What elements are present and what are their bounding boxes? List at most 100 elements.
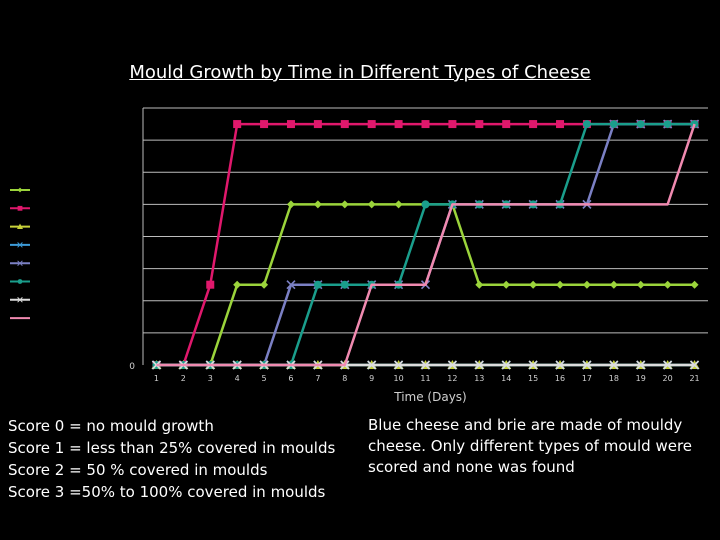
y-tick-label-0: 0 — [129, 362, 135, 372]
series-1-line — [156, 122, 695, 367]
x-tick-label-3: 3 — [208, 374, 213, 383]
x-tick-label-9: 9 — [369, 374, 374, 383]
series-layer — [151, 119, 700, 370]
legend-entry-0 — [10, 187, 30, 193]
series-0-point-14 — [502, 280, 511, 289]
x-tick-label-11: 11 — [420, 374, 430, 383]
series-6-point-11 — [420, 360, 431, 370]
series-0-point-15 — [529, 280, 538, 289]
series-0-point-8 — [340, 200, 349, 209]
x-tick-label-1: 1 — [154, 374, 159, 383]
x-tick-label-18: 18 — [609, 374, 619, 383]
x-tick-label-21: 21 — [689, 374, 699, 383]
series-4-point-6 — [286, 280, 296, 290]
series-0-point-18 — [609, 280, 618, 289]
series-0-point-4 — [233, 280, 242, 289]
x-tick-label-17: 17 — [582, 374, 592, 383]
legend-entry-3 — [10, 242, 30, 248]
series-1-point-9 — [367, 120, 376, 129]
series-0-point-9 — [367, 200, 376, 209]
x-tick-label-5: 5 — [262, 374, 267, 383]
legend-entry-5 — [10, 279, 30, 284]
series-0-point-6 — [286, 200, 295, 209]
legend-entry-2 — [10, 223, 30, 230]
score-note-0: Score 0 = no mould growth — [8, 417, 214, 435]
x-tick-label-4: 4 — [235, 374, 240, 383]
legend-entry-6 — [10, 297, 30, 303]
series-6-point-17 — [582, 360, 592, 370]
x-tick-label-15: 15 — [528, 374, 538, 383]
series-1-point-11 — [421, 120, 430, 129]
score-notes: Score 0 = no mould growth Score 1 = less… — [8, 415, 335, 503]
x-tick-label-14: 14 — [501, 374, 511, 383]
cheese-note: Blue cheese and brie are made of mouldy … — [368, 416, 693, 476]
series-0-point-21 — [690, 280, 699, 289]
x-tick-label-7: 7 — [315, 374, 320, 383]
series-4 — [151, 119, 700, 370]
series-7 — [156, 123, 696, 367]
series-6-point-19 — [636, 360, 646, 370]
x-tick-label-19: 19 — [636, 374, 646, 383]
gridlines — [142, 107, 708, 365]
x-tick-label-8: 8 — [342, 374, 347, 383]
legend-entry-1 — [10, 205, 30, 211]
series-6-point-21 — [689, 360, 700, 370]
series-0-point-10 — [394, 200, 403, 209]
series-5-point-17 — [582, 120, 591, 129]
series-0-point-16 — [556, 280, 565, 289]
series-1-point-15 — [529, 120, 538, 129]
series-0-point-20 — [663, 280, 672, 289]
x-tick-label-10: 10 — [394, 374, 404, 383]
series-1-point-4 — [233, 120, 242, 129]
x-axis-label: Time (Days) — [393, 390, 467, 404]
series-1-point-10 — [394, 120, 403, 129]
x-tick-label-20: 20 — [663, 374, 673, 383]
series-6-point-15 — [528, 360, 538, 370]
series-1-point-16 — [556, 120, 565, 129]
series-6-point-9 — [367, 360, 377, 370]
series-1-point-7 — [313, 120, 322, 129]
series-5-point-19 — [636, 120, 645, 129]
series-5 — [152, 120, 699, 369]
series-1 — [152, 120, 699, 369]
series-5-point-18 — [609, 120, 618, 129]
series-0-point-13 — [475, 280, 484, 289]
series-6-point-10 — [394, 360, 404, 370]
score-note-2: Score 2 = 50 % covered in moulds — [8, 461, 268, 479]
series-1-point-5 — [260, 120, 269, 129]
series-6-point-18 — [609, 360, 619, 370]
chart-title: Mould Growth by Time in Different Types … — [129, 62, 591, 83]
series-1-point-3 — [206, 280, 215, 289]
series-5-point-20 — [663, 120, 672, 129]
series-6-point-20 — [663, 360, 673, 370]
series-1-point-14 — [502, 120, 511, 129]
series-0-point-7 — [313, 200, 322, 209]
series-0-point-19 — [636, 280, 645, 289]
x-tick-label-6: 6 — [288, 374, 293, 383]
series-6-point-13 — [474, 360, 484, 370]
series-5-point-7 — [313, 280, 322, 289]
x-tick-label-2: 2 — [181, 374, 186, 383]
series-1-point-12 — [448, 120, 457, 129]
series-1-point-6 — [286, 120, 295, 129]
series-1-point-8 — [340, 120, 349, 129]
x-tick-label-12: 12 — [447, 374, 457, 383]
series-7-line — [156, 123, 696, 367]
x-tick-label-13: 13 — [474, 374, 484, 383]
series-6-point-16 — [555, 360, 565, 370]
legend — [10, 187, 30, 320]
series-4-line — [156, 122, 695, 367]
series-1-point-13 — [475, 120, 484, 129]
score-note-1: Score 1 = less than 25% covered in mould… — [8, 439, 336, 457]
legend-entry-4 — [10, 260, 30, 266]
series-5-point-11 — [421, 200, 430, 209]
series-6-point-14 — [501, 360, 511, 370]
score-note-3: Score 3 =50% to 100% covered in moulds — [8, 483, 326, 501]
series-6-point-12 — [447, 360, 457, 370]
series-5-point-8 — [340, 280, 349, 289]
series-0-point-5 — [260, 280, 269, 289]
series-5-line — [156, 122, 695, 367]
series-0-point-17 — [582, 280, 591, 289]
